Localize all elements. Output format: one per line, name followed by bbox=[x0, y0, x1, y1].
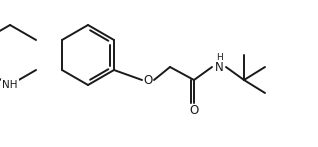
Text: H: H bbox=[216, 53, 222, 62]
Text: N: N bbox=[215, 61, 223, 74]
Text: O: O bbox=[190, 103, 199, 117]
Text: O: O bbox=[143, 74, 153, 86]
Text: NH: NH bbox=[2, 80, 18, 90]
